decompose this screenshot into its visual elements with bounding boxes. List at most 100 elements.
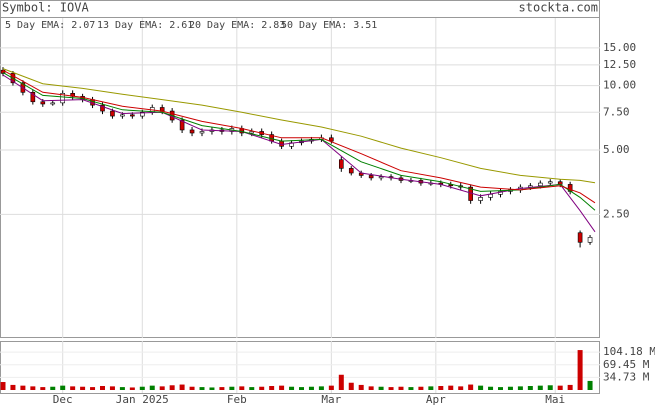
volume-bar (328, 385, 334, 390)
volume-bar (388, 387, 394, 390)
candle-body (50, 102, 56, 105)
candle-body (478, 197, 483, 201)
candle-body (100, 104, 105, 112)
candle-body (488, 194, 493, 198)
symbol: Symbol: IOVA (2, 1, 89, 15)
volume-bar (318, 386, 324, 390)
candle-body (338, 159, 344, 169)
volume-bar (368, 386, 374, 390)
candle-body (30, 92, 36, 103)
volume-bar (468, 384, 474, 390)
candle-body (249, 131, 255, 134)
price-frame (0, 0, 600, 338)
candle-body (378, 176, 384, 179)
y-tick-label: 104.18 M (603, 345, 655, 358)
candle-body (348, 168, 354, 174)
y-tick-label: 69.45 M (603, 358, 650, 371)
volume-bar (448, 385, 454, 390)
y-tick-label: 7.50 (603, 105, 630, 118)
x-tick-label: Feb (227, 393, 247, 406)
volume-bar (587, 380, 593, 390)
volume-bar (557, 385, 563, 390)
y-tick-label: 5.00 (603, 143, 630, 156)
volume-bar (80, 386, 86, 390)
candle-body (577, 232, 583, 243)
y-tick-label: 12.50 (603, 58, 636, 71)
y-tick-label: 10.00 (603, 79, 636, 92)
volume-bar (478, 385, 484, 390)
x-tick-label: Mai (545, 393, 565, 406)
volume-bar (189, 386, 195, 390)
site: stockta.com (519, 1, 598, 15)
volume-bar (10, 384, 16, 390)
volume-bar (418, 386, 424, 390)
volume-bar (119, 387, 125, 390)
volume-bar (90, 387, 96, 390)
volume-bar (269, 386, 275, 390)
x-tick-label: Jan 2025 (116, 393, 169, 406)
volume-bar (498, 387, 503, 390)
volume-bar (219, 387, 225, 390)
volume-bar (179, 384, 185, 390)
ema-line (2, 74, 596, 233)
volume-bar (30, 386, 36, 390)
x-tick-label: Dec (53, 393, 73, 406)
candle-body (547, 181, 553, 184)
volume-bar (398, 386, 404, 390)
volume-bar (70, 386, 76, 390)
y-tick-label: 34.73 M (603, 370, 650, 383)
x-tick-label: Mar (321, 393, 341, 406)
volume-bar (249, 387, 255, 390)
volume-bar (458, 386, 464, 390)
volume-bar (0, 382, 6, 390)
volume-bar (239, 386, 245, 390)
volume-bar (517, 386, 523, 390)
volume-bar (159, 386, 165, 390)
candle-body (189, 129, 195, 134)
volume-bar (139, 386, 145, 390)
volume-bar (199, 387, 205, 390)
volume-bar (488, 386, 494, 390)
volume-bar (40, 387, 46, 390)
volume-bar (129, 387, 135, 390)
volume-bar (100, 386, 105, 390)
volume-bar (149, 385, 155, 390)
ema-line (2, 69, 596, 204)
y-tick-label: 2.50 (603, 207, 630, 220)
candle-body (537, 182, 543, 187)
volume-bar (338, 374, 344, 390)
volume-bar (567, 384, 573, 390)
candle-body (179, 119, 185, 131)
candle-body (140, 111, 145, 117)
volume-bar (537, 385, 543, 390)
candle-body (329, 137, 334, 142)
legend-entry: 5 Day EMA: 2.07 (5, 20, 95, 31)
y-tick-label: 15.00 (603, 41, 636, 54)
volume-bar (20, 385, 26, 390)
volume-bar (348, 382, 354, 390)
candle-body (60, 93, 66, 104)
volume-bar (408, 387, 414, 390)
ema-line (2, 68, 596, 184)
volume-bar (169, 385, 175, 390)
ema-line (2, 72, 596, 211)
candle-body (120, 114, 125, 117)
volume-bar (289, 386, 295, 390)
candle-body (110, 110, 115, 117)
volume-bar (259, 386, 265, 390)
candle-body (40, 101, 46, 105)
volume-bar (577, 350, 583, 390)
legend-entry: 13 Day EMA: 2.61 (97, 20, 193, 31)
candle-body (199, 131, 205, 134)
volume-bar (209, 387, 215, 390)
candle-body (130, 114, 135, 117)
legend-entry: 20 Day EMA: 2.83 (189, 20, 285, 31)
legend-entry: 50 Day EMA: 3.51 (281, 20, 377, 31)
volume-bar (378, 386, 384, 390)
volume-bar (507, 386, 513, 390)
candle-body (368, 175, 374, 179)
volume-bar (308, 386, 314, 390)
volume-bar (60, 385, 66, 390)
volume-bar (428, 386, 434, 390)
